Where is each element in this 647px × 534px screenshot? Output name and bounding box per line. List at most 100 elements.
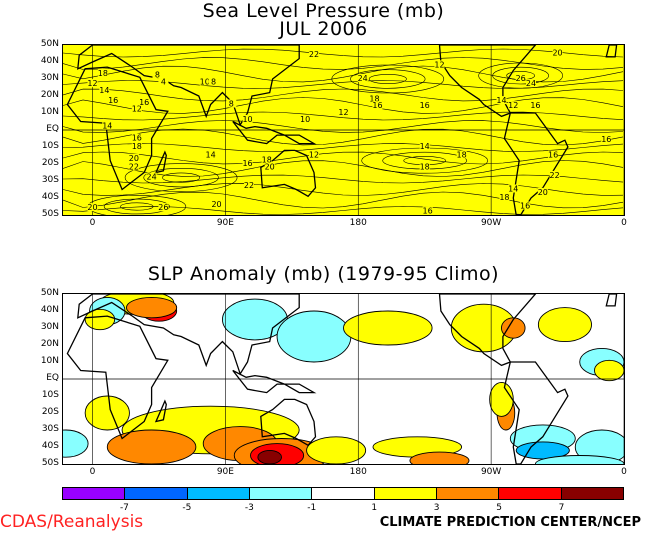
contour-label: 18 [98,69,108,78]
contour-label-bg [552,48,563,57]
latitude-label: 10S [41,141,59,151]
contour-label: 16 [423,207,433,215]
latitude-label: 10N [40,107,59,117]
latitude-label: EQ [46,124,59,134]
colorbar-segment [561,488,623,499]
contour-label-bg [308,50,319,59]
contour-label: 18 [420,162,430,171]
contour-label: 8 [155,71,160,80]
high-pressure-contour-1-2 [492,66,549,85]
slp-map: 22 20 12 24 26 24 18 12 14 16 12 16 8 4 10 8 8 10 10 12 18 16… [62,44,625,216]
contour-label-bg [158,77,169,86]
latitude-label: 30N [40,322,59,332]
contour-label: 14 [102,122,112,131]
colorbar-tick-label: -1 [307,503,317,513]
anomaly-region [534,455,624,464]
contour-label-bg [419,162,430,171]
latitude-label: 50S [41,458,59,468]
contour-label-bg [520,201,531,210]
colorbar-segment [63,488,126,499]
contour-label-bg [422,206,433,215]
contour-label-bg [308,150,319,159]
latitude-label: 30S [41,424,59,434]
contour-label-bg [242,159,253,167]
contour-label-bg [199,77,210,86]
isobar-9 [63,143,624,152]
high-pressure-contour-4-1 [162,172,201,183]
contour-label-bg [108,96,119,105]
latitude-label: 50N [40,39,59,49]
coastline-6 [154,399,167,423]
contour-label: 22 [309,50,319,59]
colorbar-tick-label: 1 [371,503,378,513]
anomaly-region [276,310,352,363]
isobar-10 [63,151,624,165]
contour-label: 22 [244,181,254,190]
anomaly-map-canvas [63,294,624,464]
contour-label: 12 [87,79,97,88]
contour-label-bg [525,79,536,88]
contour-label-bg [226,99,237,108]
contour-label-bg [128,153,139,162]
contour-label: 22 [129,162,139,171]
longitude-label: 0 [621,218,627,228]
contour-label: 20 [538,188,548,197]
contour-label: 16 [520,202,530,211]
contour-label-bg [338,108,349,116]
contour-label-bg [87,79,98,88]
contour-label-bg [601,135,612,144]
contour-label: 16 [601,135,611,144]
colorbar-tick-label: -7 [119,503,129,513]
coastline-5 [232,369,317,394]
colorbar-segment [187,488,250,499]
contour-label: 8 [211,77,216,86]
contour-label: 10 [300,115,310,124]
contour-label: 20 [552,49,562,58]
contour-label: 22 [550,171,560,180]
contour-label-bg [146,172,157,181]
high-pressure-contour-4-3 [124,163,238,192]
contour-label: 8 [229,100,234,109]
contour-label-bg [211,199,222,208]
longitude-label: 0 [89,218,96,228]
contour-label-bg [131,142,142,150]
isobar-4 [63,88,624,102]
contour-label-bg [242,114,253,123]
isobar-7 [63,120,624,133]
latitude-label: 20S [41,407,59,417]
anomaly-region [537,307,592,343]
latitude-label: 10S [41,390,59,400]
colorbar-segment [249,488,313,499]
colorbar-tick-label: -3 [244,503,254,513]
contour-label: 16 [372,101,382,110]
longitude-label: 0 [621,467,627,477]
latitude-label: 40S [41,441,59,451]
anomaly-region [126,296,178,319]
contour-label: 18 [457,151,467,160]
latitude-label: 30S [41,175,59,185]
contour-label-bg [158,203,169,212]
contour-label-bg [515,74,526,82]
isobar-5 [63,97,624,114]
contour-label: 24 [146,173,156,182]
contour-label-bg [208,77,219,86]
contour-label: 18 [132,142,142,151]
coastline-6 [154,150,167,174]
contour-label-bg [131,133,142,142]
latitude-label: 20N [40,90,59,100]
contour-label-bg [372,101,383,110]
footer-source-label: CDAS/Reanalysis [0,512,144,532]
contour-label-bg [434,60,445,69]
contour-label: 12 [508,101,518,110]
anomaly-colorbar [62,487,624,500]
contour-label: 16 [548,151,558,160]
high-pressure-contour-0-3 [331,64,445,94]
contour-label-bg [87,203,98,212]
colorbar-tick-label: -5 [182,503,192,513]
colorbar-segment [499,488,562,499]
contour-label: 10 [242,115,252,124]
colorbar-segment [436,488,500,499]
anomaly-region [409,451,470,464]
anomaly-region [84,395,130,431]
contour-label-bg [530,101,541,110]
